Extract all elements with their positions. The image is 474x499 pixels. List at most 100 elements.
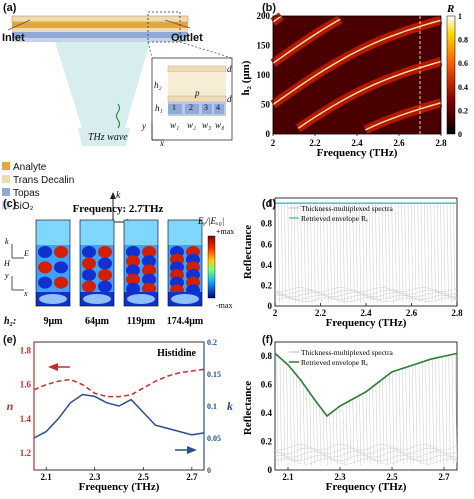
f-y-axis-label: Reflectance [242, 381, 254, 435]
e-xtick-label-1: 2.3 [89, 472, 101, 482]
spectrum-f-32 [382, 379, 385, 462]
inset-p: p [195, 88, 200, 98]
spectrum-f-6 [296, 374, 299, 464]
spectrum-f-43 [418, 363, 421, 465]
spectrum-d-45 [424, 203, 426, 303]
spectrum-f-51 [445, 355, 448, 464]
e-yleft-label-3: 1.8 [20, 346, 32, 356]
spectrum-f-18 [335, 408, 338, 465]
d-xtick-label-4: 2.8 [451, 308, 463, 318]
thz-beam [55, 42, 150, 128]
lobe-1-2-a [82, 269, 96, 281]
legend-envelope-f: Retrieved envelope Rₑ [301, 358, 368, 367]
panel-e-label: (e) [3, 334, 17, 346]
band-line-2 [297, 60, 442, 129]
spectrum-d-54 [453, 203, 456, 301]
f-x-axis-label: Frequency (THz) [326, 481, 407, 493]
lobe-2-2-a [126, 264, 140, 277]
lobe-2-2-b [142, 264, 156, 277]
k-arrow-icon [187, 446, 197, 454]
spectrum-f-25 [359, 395, 362, 466]
spectrum-d-32 [381, 203, 384, 300]
device-schematic [7, 11, 233, 231]
h2-value-2: 119μm [127, 316, 156, 327]
field-map-2 [123, 219, 159, 307]
e-yright-label-0: 0 [207, 466, 211, 475]
spectrum-f-39 [405, 367, 408, 463]
spectrum-d-16 [329, 203, 332, 302]
legend-item-decalin: Trans Decalin [2, 174, 74, 187]
axis-k-label: k [116, 190, 121, 201]
legend-item-topas: Topas [2, 187, 74, 200]
spectrum-f-30 [375, 384, 378, 466]
e-yright-label-3: 0.15 [207, 370, 221, 379]
legend-item-analyte: Analyte [2, 161, 74, 174]
b-ytick-label-0: 0 [266, 129, 271, 139]
b-ytick-label-4: 200 [257, 11, 271, 21]
spectrum-d-23 [352, 203, 355, 303]
spectrum-f-27 [365, 391, 368, 462]
swatch-decalin [2, 175, 10, 183]
lobe-0-2-a [38, 276, 52, 289]
inset-h1: h₁ [155, 103, 163, 113]
spectrum-f-37 [398, 369, 401, 462]
c-axis-x: x [23, 289, 28, 298]
b-cb-ytick-label-0: 0 [458, 130, 462, 139]
f-xtick-label-1: 2.3 [334, 472, 346, 482]
swatch-analyte [2, 162, 10, 170]
b-xtick-label-0: 2 [271, 138, 276, 148]
lobe-2-0-a [126, 246, 140, 258]
spectrum-d-29 [372, 203, 374, 301]
panel-a: (a) Inlet Outle [0, 0, 237, 248]
spectrum-f-54 [455, 353, 458, 463]
spectrum-d-34 [388, 203, 391, 301]
spectrum-d-50 [440, 203, 443, 303]
spectrum-f-48 [435, 358, 438, 465]
heatmap-chart: 2 2.2 2.4 2.6 2.805010015020000.20.40.60.81 … [240, 3, 468, 159]
field-map-0 [35, 219, 71, 307]
spectrum-f-13 [319, 406, 322, 465]
d-ytick-label-1: 0.2 [261, 280, 273, 290]
b-cb-ytick-label-5: 1 [458, 12, 462, 21]
spectrum-d-36 [394, 203, 397, 302]
lobe-1-1-a [82, 257, 96, 270]
spectrum-f-23 [352, 399, 355, 465]
histidine-title: Histidine [157, 348, 196, 359]
analyte-channel [12, 22, 188, 28]
b-xtick-label-3: 2.6 [393, 138, 405, 148]
lobe-2-1-b [142, 255, 156, 268]
nk-chart: 2.1 2.3 2.5 2.71.21.41.61.800.050.10.150.2 … [7, 338, 233, 493]
spectrum-f-38 [402, 368, 405, 465]
field-colorbar-label: Eᵧ/|Eₓ₀| [197, 216, 224, 226]
spectrum-f-16 [329, 413, 332, 464]
spectrum-d-22 [349, 203, 352, 300]
lobe-0-2-b [54, 276, 68, 289]
reflectance-chart-f: 2.1 2.3 2.5 2.7 0 0.2 0.4 0.6 0.8 Thickness-mult… [242, 341, 458, 493]
spectrum-f-0 [276, 354, 279, 466]
spectrum-d-52 [446, 203, 449, 300]
b-xtick-label-4: 2.8 [435, 138, 447, 148]
spectrum-d-21 [346, 203, 348, 302]
e-yleft-label-0: 1.2 [20, 448, 32, 458]
inset-w1: w₁ [170, 120, 180, 130]
spectrum-d-6 [297, 203, 300, 302]
spectrum-f-42 [415, 364, 418, 462]
spectrum-d-39 [404, 203, 407, 301]
lobe-1-3-b [98, 280, 112, 293]
spectrum-f-29 [372, 386, 375, 463]
spectrum-d-1 [281, 203, 283, 302]
d-ytick-label-0: 0 [268, 301, 273, 311]
band-line-4 [272, 18, 341, 64]
spectrum-d-40 [407, 203, 410, 303]
spectrum-d-15 [326, 203, 329, 303]
spectrum-d-0 [277, 203, 280, 303]
spectrum-d-47 [430, 203, 433, 300]
spectrum-d-14 [323, 203, 326, 301]
spectrum-d-12 [316, 203, 319, 300]
f-xtick-label-2: 2.5 [386, 472, 398, 482]
legend-item-sio2: SiO₂ [2, 200, 74, 213]
f-ytick-label-3: 0.6 [261, 380, 273, 390]
spectrum-d-49 [437, 203, 439, 301]
spectrum-d-3 [287, 203, 290, 303]
e-xtick-label-3: 2.7 [186, 472, 198, 482]
